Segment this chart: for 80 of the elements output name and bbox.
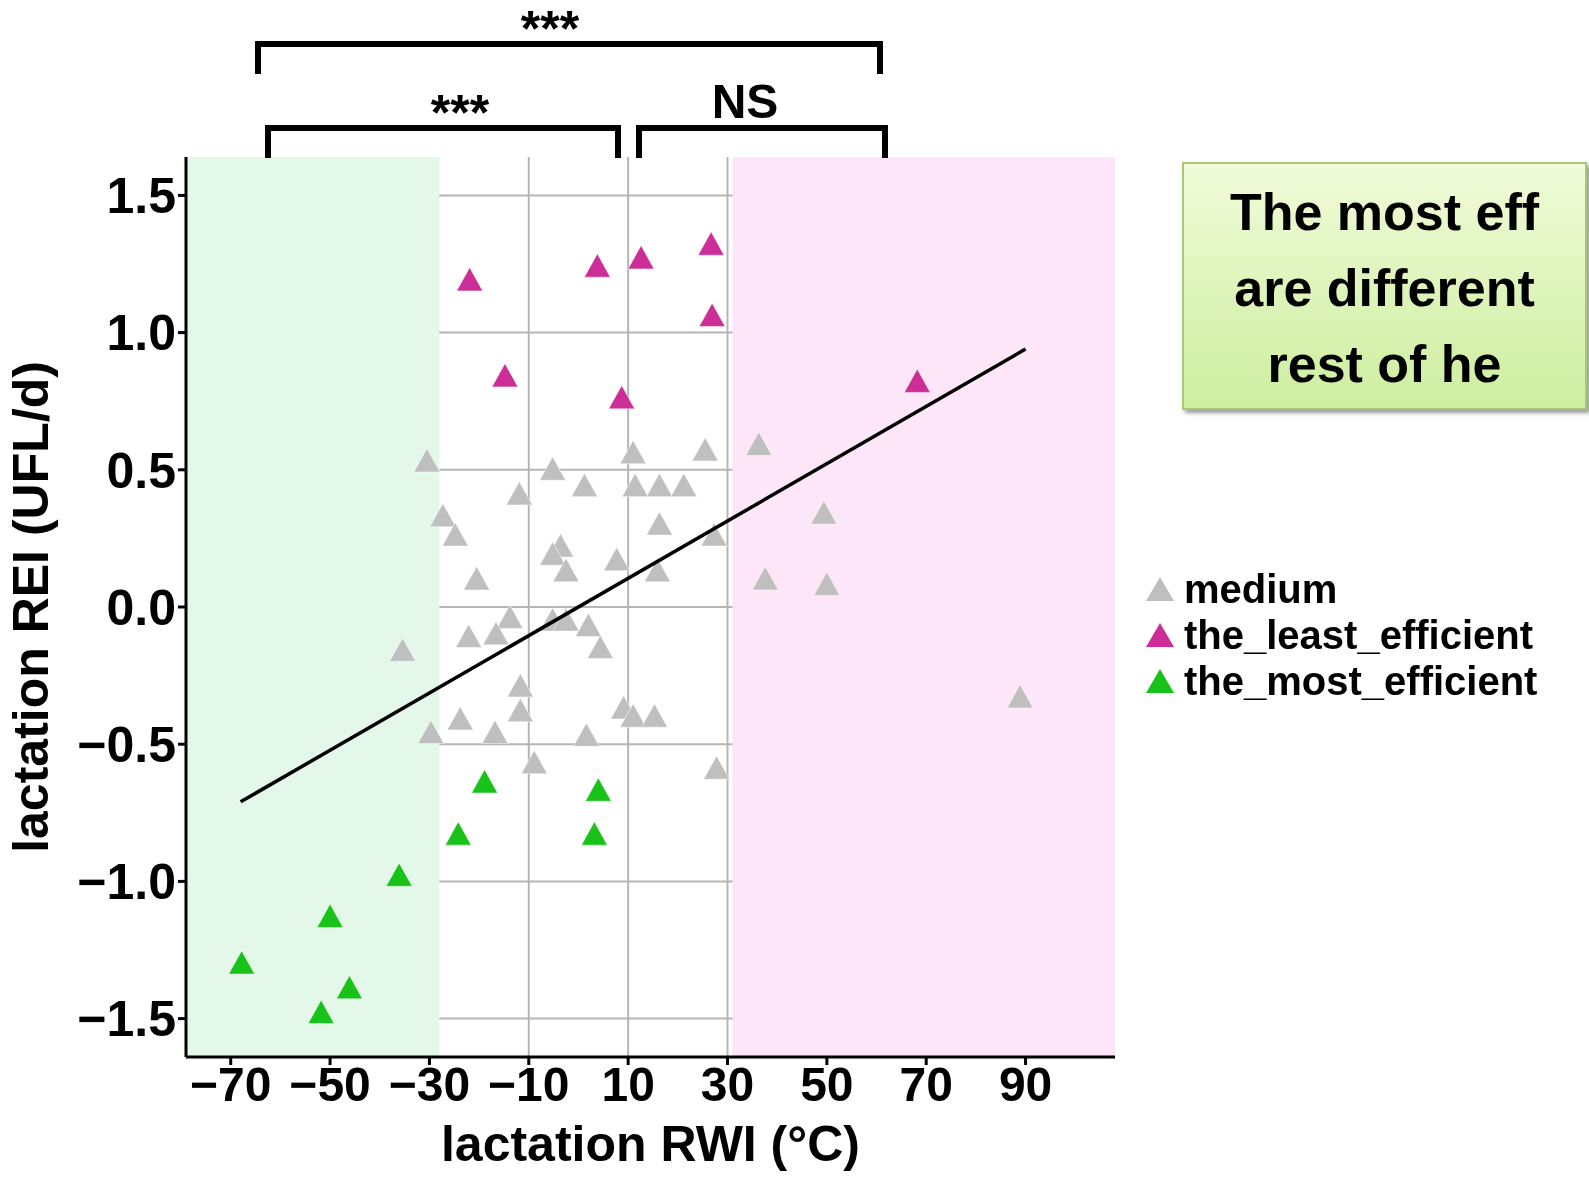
point [507, 698, 534, 722]
x-tick-label: 50 [800, 1058, 854, 1112]
y-tick-label: 0.0 [106, 579, 176, 636]
point [810, 500, 838, 525]
y-tick-label: −1.5 [77, 991, 176, 1048]
point [575, 612, 602, 637]
point [521, 750, 548, 775]
point [539, 541, 566, 566]
x-tick-label: 90 [998, 1058, 1053, 1112]
point [446, 706, 474, 731]
x-tick-label: 30 [700, 1058, 755, 1112]
point [619, 440, 647, 464]
point [752, 566, 779, 591]
point [573, 722, 600, 747]
point [703, 755, 730, 780]
point [456, 267, 483, 292]
x-tick-label: 10 [601, 1058, 655, 1112]
point [585, 777, 612, 802]
point [691, 437, 719, 462]
point [1006, 684, 1034, 709]
x-tick-label: −70 [190, 1058, 272, 1112]
x-tick-label: −10 [488, 1058, 570, 1112]
y-tick-label: −0.5 [77, 716, 176, 773]
point [429, 503, 457, 528]
point [482, 621, 510, 646]
y-tick-label: 1.0 [106, 305, 176, 362]
point [413, 448, 441, 473]
legend-label: medium [1184, 566, 1338, 612]
y-tick-label: 0.5 [106, 442, 176, 499]
point [627, 245, 655, 270]
point [444, 821, 472, 846]
point [644, 558, 671, 582]
point [697, 231, 725, 256]
point [641, 703, 668, 728]
text: *** [429, 84, 491, 142]
point [581, 821, 608, 846]
point [507, 673, 534, 698]
point [385, 862, 413, 887]
point [389, 637, 416, 662]
x-tick-label: 70 [899, 1058, 953, 1112]
point [481, 719, 509, 744]
point [228, 950, 255, 975]
point [571, 473, 598, 497]
x-tick-label: −30 [388, 1058, 471, 1112]
legend-label: the_least_efficient [1184, 612, 1534, 658]
text: The most eff are different rest of he [1182, 162, 1587, 410]
point [813, 571, 841, 596]
point [336, 975, 363, 1000]
point [646, 473, 673, 497]
point [539, 456, 566, 481]
point [603, 547, 630, 571]
point [496, 604, 524, 629]
point [506, 481, 533, 506]
point [307, 999, 335, 1024]
x-axis-title: lactation RWI (°C) [440, 1116, 861, 1172]
legend-label: the_most_efficient [1184, 658, 1538, 704]
y-axis-title: lactation REI (UFL/d) [2, 361, 59, 853]
x-tick-label: −50 [289, 1058, 371, 1112]
point [621, 473, 649, 497]
point [316, 903, 344, 928]
y-tick-label: −1.0 [77, 854, 176, 911]
point [670, 473, 698, 497]
point [646, 511, 673, 536]
point [619, 703, 647, 728]
point [491, 363, 519, 388]
y-tick-label: 1.5 [106, 168, 176, 225]
point [442, 522, 469, 547]
point [587, 634, 614, 659]
point [455, 623, 482, 648]
point [417, 719, 445, 744]
point [471, 769, 498, 794]
text: *** [519, 0, 581, 58]
point [463, 566, 490, 591]
point [904, 368, 931, 393]
point [698, 302, 726, 327]
text: NS [710, 74, 780, 129]
point [584, 253, 611, 278]
point [608, 385, 635, 410]
point [745, 431, 773, 456]
point [552, 558, 580, 582]
